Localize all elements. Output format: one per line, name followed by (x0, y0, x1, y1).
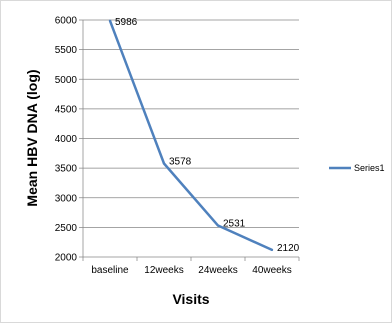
x-tick-label: 12weeks (144, 265, 183, 276)
y-tick-labels: 2000 2500 3000 3500 4000 4500 5000 5500 6000 (55, 16, 78, 264)
data-label: 2120 (277, 243, 300, 254)
data-point (216, 224, 220, 227)
x-tick-label: 40weeks (252, 265, 291, 276)
y-tick-label: 6000 (55, 16, 78, 27)
data-label: 2531 (223, 219, 246, 230)
y-tick-label: 3500 (55, 164, 78, 175)
x-tick-label: baseline (91, 265, 129, 276)
legend: Series1 (329, 163, 385, 173)
y-tick-label: 5500 (55, 45, 78, 56)
gridlines (83, 19, 299, 228)
data-label: 3578 (169, 157, 192, 168)
data-label: 5986 (115, 17, 138, 28)
axes (79, 19, 300, 261)
series-line (108, 20, 273, 252)
data-labels: 5986 3578 2531 2120 (115, 17, 300, 254)
y-tick-label: 2000 (55, 253, 78, 264)
series-lines (108, 19, 274, 252)
legend-series-label: Series1 (354, 163, 385, 173)
y-tick-label: 2500 (55, 223, 78, 234)
data-point (162, 162, 166, 165)
x-tick-labels: baseline 12weeks 24weeks 40weeks (91, 265, 291, 276)
y-axis-title: Mean HBV DNA (log) (24, 69, 40, 206)
x-axis-title: Visits (172, 291, 209, 307)
x-tick-label: 24weeks (198, 265, 237, 276)
data-point (270, 248, 274, 252)
data-point (108, 19, 112, 23)
y-tick-label: 3000 (55, 193, 78, 204)
y-tick-label: 4000 (55, 134, 78, 145)
y-tick-label: 5000 (55, 75, 78, 86)
y-tick-label: 4500 (55, 104, 78, 115)
